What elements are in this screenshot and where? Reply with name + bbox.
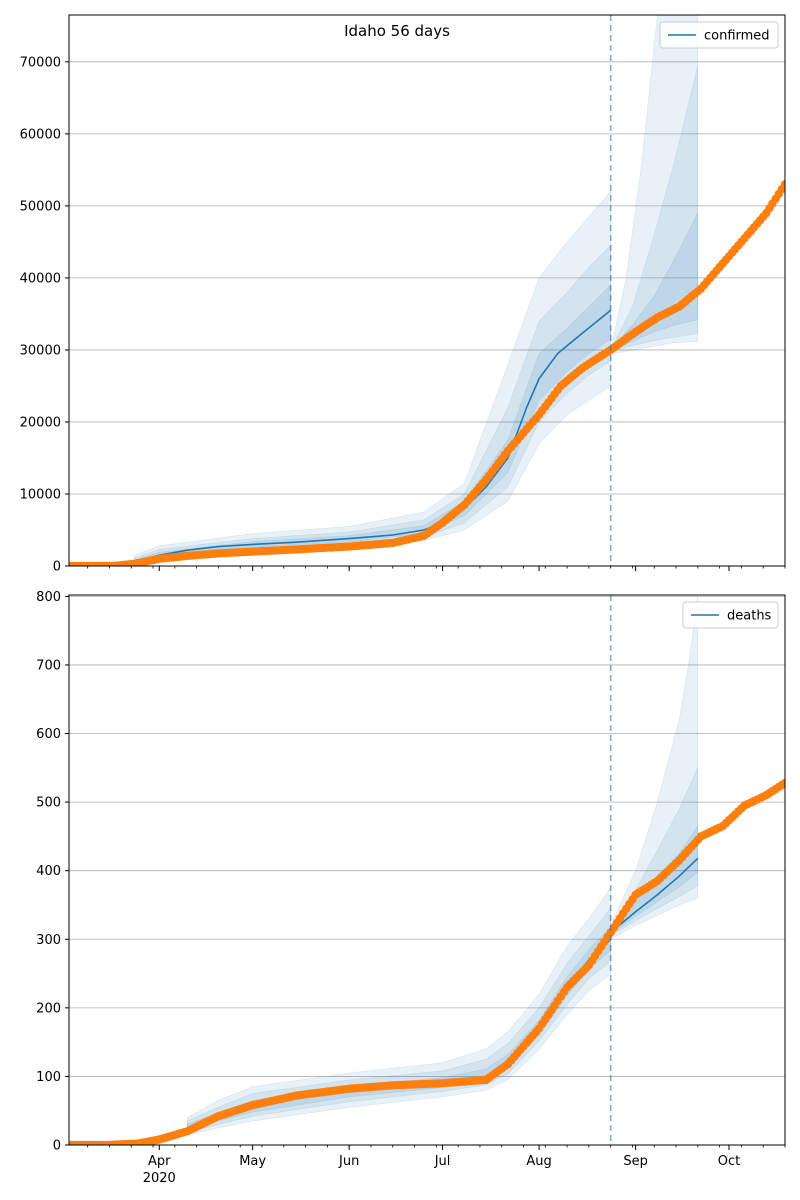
x-tick-label: Jun [338,1154,359,1169]
y-tick-label: 30000 [20,343,61,358]
x-tick-label: Oct [718,1154,740,1169]
uncertainty-band-outer [610,15,699,354]
y-tick-label: 10000 [20,487,61,502]
y-tick-label: 400 [36,864,61,879]
y-tick-label: 70000 [20,55,61,70]
y-tick-label: 100 [36,1070,61,1085]
uncertainty-band-middle [610,65,699,352]
y-tick-label: 300 [36,933,61,948]
y-tick-label: 50000 [20,199,61,214]
y-tick-label: 200 [36,1001,61,1016]
axes-frame [68,594,786,1146]
y-tick-label: 800 [36,590,61,605]
legend-label: confirmed [704,29,770,44]
uncertainty-band-middle [610,767,699,937]
y-tick-label: 500 [36,796,61,811]
axes-frame [68,14,786,567]
y-tick-label: 0 [53,560,61,575]
uncertainty-band-outer [610,595,699,940]
y-tick-label: 600 [36,727,61,742]
plot-area [69,15,785,566]
y-tick-label: 20000 [20,415,61,430]
x-tick-sublabel: 2020 [143,1171,176,1186]
legend-label: deaths [727,609,772,624]
y-tick-label: 0 [53,1139,61,1154]
figure-title: Idaho 56 days [344,22,450,40]
legend-box [682,601,779,629]
x-tick-label: Aug [526,1154,551,1169]
deaths-panel: 0 100 200 300 400 500 600 700 800 Apr 2020 May Jun Ju… [36,590,786,1186]
confirmed-panel: 0 10000 20000 30000 40000 50000 60000 70000 conf… [20,14,786,575]
y-tick-label: 60000 [20,127,61,142]
x-tick-label: Sep [623,1154,648,1169]
model-line-forecast [610,857,699,934]
x-tick-label: May [239,1154,266,1169]
y-tick-label: 700 [36,658,61,673]
y-tick-label: 40000 [20,271,61,286]
legend-box [659,21,779,49]
x-tick-label: Apr [148,1154,171,1169]
x-tick-label: Jul [434,1154,451,1169]
uncertainty-band-outer [187,886,612,1136]
plot-area [69,595,785,1145]
observed-point [780,778,785,788]
observed-point [780,180,785,189]
